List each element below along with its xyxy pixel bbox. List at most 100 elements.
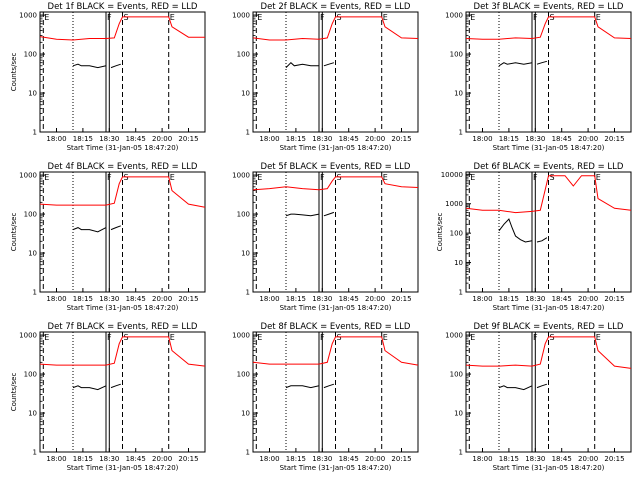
- event-marker-label: E: [596, 333, 601, 342]
- x-tick-label: 20:00: [365, 455, 385, 463]
- event-rate-series: [323, 62, 335, 67]
- lld-rate-series: [39, 16, 205, 41]
- x-tick-label: 20:15: [391, 135, 411, 143]
- x-tick-label: 18:30: [525, 455, 545, 463]
- event-marker-label: E: [257, 333, 262, 342]
- event-rate-series: [536, 237, 548, 243]
- panel-title: Det 1f BLACK = Events, RED = LLD: [48, 2, 198, 12]
- x-tick-label: 18:00: [259, 135, 279, 143]
- y-tick-label: 100: [237, 51, 250, 59]
- lld-rate-series: [252, 336, 419, 366]
- y-tick-label: 10: [28, 410, 37, 418]
- x-tick-label: 18:00: [259, 295, 279, 303]
- x-tick-label: 18:00: [46, 135, 66, 143]
- y-tick-label: 100: [237, 211, 250, 219]
- x-tick-label: 18:00: [46, 455, 66, 463]
- x-axis-label: Start Time (31-Jan-05 18:47:20): [493, 144, 605, 152]
- event-marker-label: E: [257, 173, 262, 182]
- x-tick-label: 18:00: [472, 135, 492, 143]
- x-tick-label: 20:00: [578, 295, 598, 303]
- x-tick-label: 20:00: [365, 135, 385, 143]
- y-tick-label: 1000: [445, 332, 463, 340]
- x-tick-label: 18:45: [126, 135, 146, 143]
- panel-det-4: Det 4f BLACK = Events, RED = LLD 1 10 100 10…: [10, 162, 206, 312]
- x-tick-label: 18:45: [339, 135, 359, 143]
- event-marker-label: S: [337, 173, 342, 182]
- x-tick-label: 20:15: [391, 455, 411, 463]
- x-axis-label: Start Time (31-Jan-05 18:47:20): [67, 144, 179, 152]
- event-marker-label: E: [170, 333, 175, 342]
- x-tick-label: 20:15: [391, 295, 411, 303]
- event-rate-series: [285, 62, 319, 68]
- event-marker-label: E: [470, 173, 475, 182]
- x-tick-label: 18:15: [286, 295, 306, 303]
- y-tick-label: 1000: [19, 172, 37, 180]
- detector-panels-grid: Det 1f BLACK = Events, RED = LLD 1 10 100 10…: [10, 2, 632, 472]
- event-rate-series: [323, 383, 335, 389]
- y-tick-label: 1000: [445, 200, 463, 208]
- x-axis-label: Start Time (31-Jan-05 18:47:20): [280, 464, 392, 472]
- event-marker-label: E: [44, 13, 49, 22]
- y-tick-label: 10: [241, 90, 250, 98]
- event-rate-series: [323, 211, 335, 217]
- event-marker-label: E: [170, 173, 175, 182]
- y-axis-label: Counts/sec: [436, 213, 444, 252]
- y-tick-label: 100: [24, 371, 37, 379]
- panel-title: Det 5f BLACK = Events, RED = LLD: [261, 162, 411, 172]
- x-axis-label: Start Time (31-Jan-05 18:47:20): [67, 464, 179, 472]
- event-marker-label: E: [596, 173, 601, 182]
- x-tick-label: 18:15: [499, 455, 519, 463]
- event-marker-label: E: [257, 13, 262, 22]
- event-marker-label: E: [44, 333, 49, 342]
- x-tick-label: 20:00: [365, 295, 385, 303]
- y-tick-label: 1000: [232, 332, 250, 340]
- panel-title: Det 4f BLACK = Events, RED = LLD: [48, 162, 198, 172]
- panel-det-6: Det 6f BLACK = Events, RED = LLD 1 10 100 10…: [436, 162, 632, 312]
- x-tick-label: 20:15: [178, 455, 198, 463]
- event-marker-label: E: [383, 173, 388, 182]
- x-axis-label: Start Time (31-Jan-05 18:47:20): [280, 144, 392, 152]
- x-tick-label: 18:30: [312, 455, 332, 463]
- x-tick-label: 20:15: [604, 455, 624, 463]
- panel-det-7: Det 7f BLACK = Events, RED = LLD 1 10 100 10…: [10, 322, 206, 472]
- event-rate-series: [285, 213, 320, 217]
- event-rate-series: [536, 383, 548, 389]
- y-tick-label: 100: [24, 211, 37, 219]
- x-tick-label: 18:15: [73, 135, 93, 143]
- event-marker-label: S: [550, 173, 555, 182]
- event-marker-label: S: [337, 13, 342, 22]
- y-tick-label: 10: [241, 410, 250, 418]
- lld-rate-series: [465, 16, 632, 40]
- x-tick-label: 20:15: [178, 135, 198, 143]
- y-tick-label: 100: [450, 371, 463, 379]
- x-tick-label: 18:45: [339, 455, 359, 463]
- event-rate-series: [285, 385, 320, 389]
- lld-rate-series: [252, 16, 419, 41]
- event-marker-label: S: [124, 333, 129, 342]
- y-tick-label: 10: [241, 250, 250, 258]
- x-tick-label: 18:15: [73, 295, 93, 303]
- x-tick-label: 20:00: [152, 455, 172, 463]
- x-axis-label: Start Time (31-Jan-05 18:47:20): [280, 304, 392, 312]
- event-marker-label: E: [170, 13, 175, 22]
- x-tick-label: 18:15: [499, 135, 519, 143]
- lld-rate-series: [465, 175, 632, 214]
- event-rate-series: [536, 60, 548, 65]
- event-marker-label: E: [383, 333, 388, 342]
- y-tick-label: 1: [246, 289, 250, 297]
- event-marker-label: E: [596, 13, 601, 22]
- y-tick-label: 10: [28, 90, 37, 98]
- y-tick-label: 1000: [232, 12, 250, 20]
- event-rate-series: [72, 385, 107, 391]
- y-tick-label: 100: [450, 230, 463, 238]
- x-tick-label: 18:30: [99, 295, 119, 303]
- lld-rate-series: [252, 176, 419, 191]
- y-tick-label: 1000: [232, 172, 250, 180]
- event-marker-label: S: [550, 333, 555, 342]
- x-tick-label: 18:45: [552, 455, 572, 463]
- x-tick-label: 18:30: [312, 135, 332, 143]
- event-rate-series: [110, 383, 121, 389]
- event-marker-label: S: [124, 173, 129, 182]
